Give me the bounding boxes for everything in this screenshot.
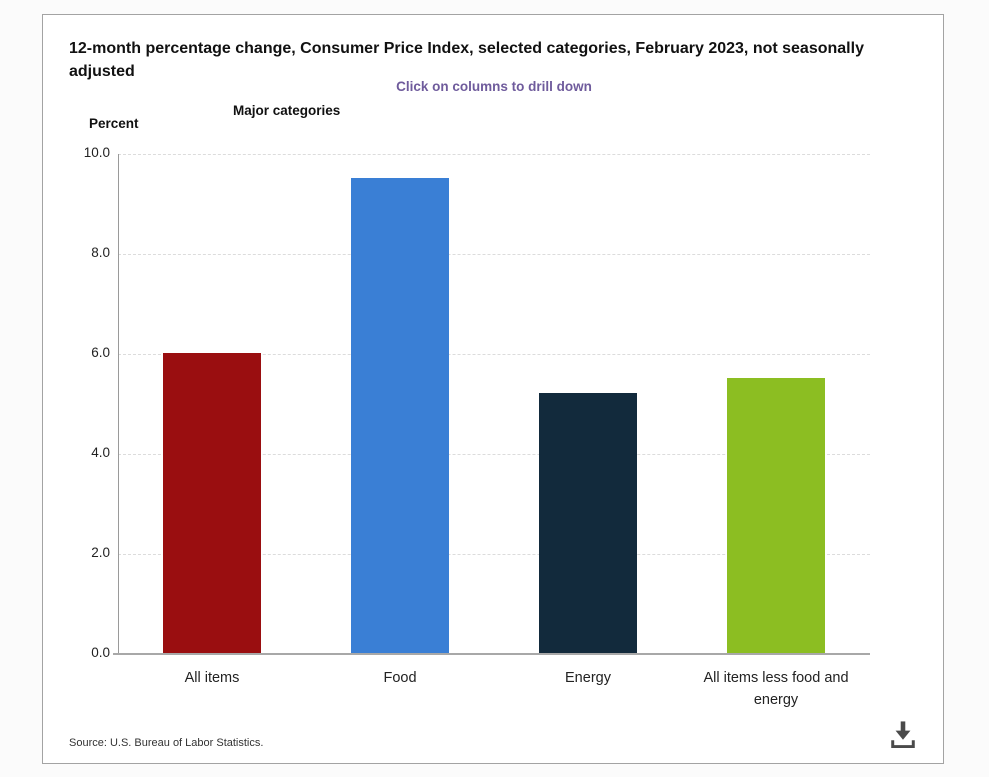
y-tick-0.0: 0.0 [91,645,110,660]
bar-all-items[interactable] [163,353,261,653]
plot-area [113,154,870,655]
y-tick-8.0: 8.0 [91,245,110,260]
download-button[interactable] [885,717,921,753]
source-note: Source: U.S. Bureau of Labor Statistics. [69,737,264,749]
gridline-10.0 [118,154,870,155]
x-tick-energy: Energy [565,670,611,686]
gridline-8.0 [118,254,870,255]
y-tick-2.0: 2.0 [91,545,110,560]
bar-energy[interactable] [539,393,637,653]
y-tick-6.0: 6.0 [91,345,110,360]
download-icon [887,720,919,753]
y-tick-4.0: 4.0 [91,445,110,460]
y-tick-10.0: 10.0 [83,145,110,160]
gridline-4.0 [118,454,870,455]
x-axis-group-title: Major categories [233,103,341,118]
y-axis-unit-label: Percent [89,116,139,131]
x-tick-all-items-less-food-and-energy: All items less food and energy [703,670,849,708]
chart-card: 12-month percentage change, Consumer Pri… [42,14,944,764]
drilldown-hint[interactable]: Click on columns to drill down [396,79,592,94]
chart-title: 12-month percentage change, Consumer Pri… [69,40,864,80]
y-axis-line [118,154,119,654]
bar-food[interactable] [351,178,449,653]
bar-all-items-less-food-and-energy[interactable] [727,378,825,653]
gridline-6.0 [118,354,870,355]
x-axis-line [113,653,870,655]
x-tick-food: Food [383,670,417,686]
gridline-2.0 [118,554,870,555]
x-tick-all-items: All items [184,670,240,686]
